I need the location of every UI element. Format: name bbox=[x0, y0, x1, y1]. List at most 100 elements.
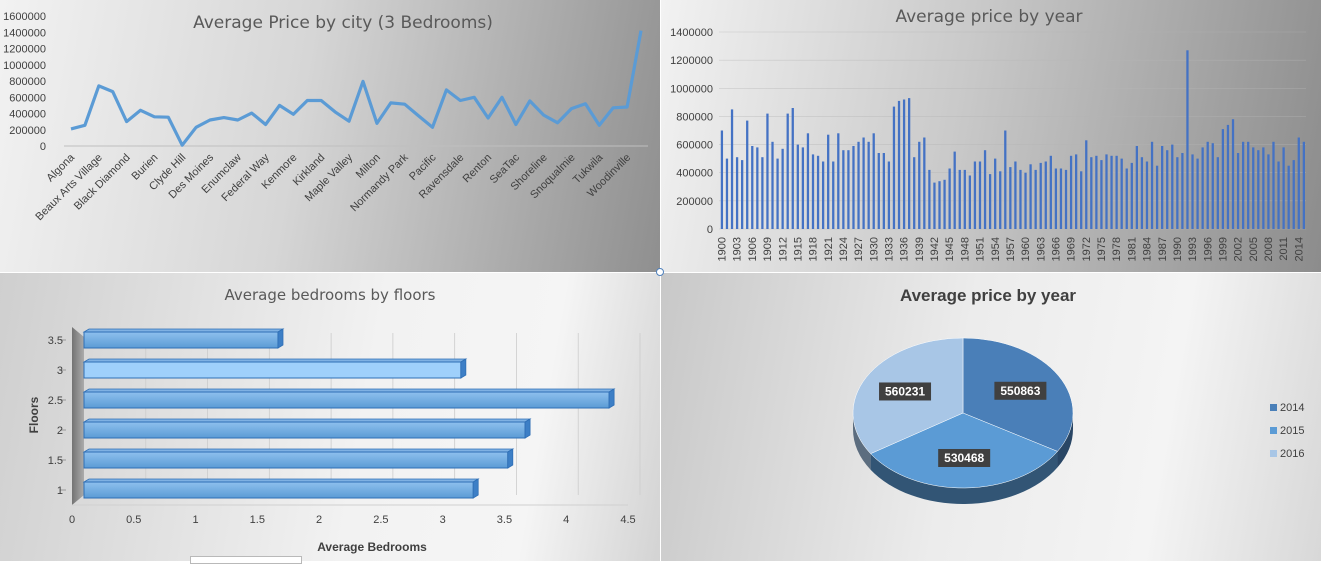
year-bar bbox=[887, 161, 891, 229]
year-bar bbox=[720, 130, 724, 229]
year-bar bbox=[1241, 141, 1245, 229]
year-bar bbox=[1166, 150, 1169, 229]
bar-chart-title: Average price by year bbox=[895, 7, 1082, 27]
pie-slice-side bbox=[853, 413, 871, 470]
year-bar bbox=[1247, 141, 1250, 229]
chart-resize-handle[interactable] bbox=[656, 268, 664, 276]
year-bar bbox=[796, 144, 799, 229]
hbar-chart-bedrooms-by-floors: Average bedrooms by floors Average Bedro… bbox=[27, 286, 641, 554]
x-tick-label: 0 bbox=[69, 514, 75, 526]
year-bar bbox=[1080, 171, 1083, 229]
year-bar bbox=[786, 113, 789, 229]
floor-bar bbox=[83, 481, 474, 499]
year-bar bbox=[1297, 137, 1300, 229]
y-tick-label: 3 bbox=[57, 365, 63, 377]
year-bar bbox=[801, 147, 805, 229]
year-bar bbox=[1009, 167, 1012, 229]
x-tick-label: 1957 bbox=[1005, 237, 1017, 261]
x-tick-label: 1906 bbox=[747, 237, 759, 261]
year-bar bbox=[766, 113, 769, 229]
year-bar bbox=[1044, 161, 1047, 229]
year-bar bbox=[999, 171, 1002, 229]
hbar-chart-panel[interactable]: Average bedrooms by floors Average Bedro… bbox=[0, 273, 660, 561]
year-bar bbox=[1231, 119, 1235, 229]
year-bar bbox=[1085, 140, 1088, 229]
x-tick-label: 2 bbox=[316, 514, 322, 526]
year-bar bbox=[771, 141, 774, 229]
year-bar bbox=[923, 137, 926, 229]
year-bar bbox=[1257, 150, 1260, 229]
bar-chart-panel[interactable]: Average price by year 0 200000 400000 60000… bbox=[661, 0, 1321, 272]
line-chart-price-by-city: Average Price by city (3 Bedrooms) 0 2000… bbox=[3, 11, 648, 223]
year-bar bbox=[811, 154, 815, 229]
year-bar bbox=[978, 161, 982, 229]
x-tick-label: 2011 bbox=[1278, 237, 1290, 261]
x-tick-label: 1990 bbox=[1172, 237, 1184, 261]
y-tick-label: 1200000 bbox=[670, 55, 713, 67]
year-bar bbox=[953, 151, 956, 229]
x-tick-label: 1981 bbox=[1126, 237, 1138, 261]
year-bar bbox=[983, 150, 987, 229]
x-tick-label: 1936 bbox=[899, 237, 911, 261]
pie-chart-panel[interactable]: Average price by year 550863 530468 560231… bbox=[661, 273, 1321, 561]
year-bar bbox=[882, 153, 885, 229]
data-label: 550863 bbox=[1000, 384, 1040, 398]
x-axis-title: Average Bedrooms bbox=[317, 540, 427, 554]
pie-slice-side bbox=[1057, 413, 1073, 468]
year-bar bbox=[862, 137, 865, 229]
data-label-box bbox=[879, 382, 932, 401]
y-tick-label: 1000000 bbox=[670, 83, 713, 95]
x-tick-label: 1933 bbox=[884, 237, 896, 261]
year-bar bbox=[973, 161, 977, 229]
year-bar bbox=[1191, 154, 1194, 229]
year-bar bbox=[1252, 147, 1255, 229]
x-tick-label: 1969 bbox=[1066, 237, 1078, 261]
year-bar bbox=[1226, 124, 1230, 229]
year-bar bbox=[1216, 157, 1219, 229]
year-bar bbox=[1105, 154, 1108, 229]
line-chart-panel[interactable]: Average Price by city (3 Bedrooms) 0 2000… bbox=[0, 0, 660, 272]
year-bar bbox=[872, 133, 875, 229]
pie-slice-side bbox=[870, 451, 1058, 504]
year-bar bbox=[781, 148, 784, 229]
x-tick-label: 1.5 bbox=[250, 514, 265, 526]
year-bar bbox=[725, 158, 729, 229]
bar-end-face bbox=[507, 448, 514, 469]
year-bar bbox=[1155, 165, 1159, 229]
y-tick-label: 2 bbox=[57, 425, 63, 437]
year-bar bbox=[963, 169, 966, 229]
year-bar bbox=[761, 157, 764, 229]
year-bar bbox=[943, 179, 946, 230]
y-tick-label: 800000 bbox=[676, 111, 713, 123]
year-bar bbox=[892, 106, 896, 229]
year-bar bbox=[1039, 162, 1042, 229]
year-bar bbox=[1120, 158, 1123, 229]
x-tick-label: 1954 bbox=[990, 237, 1002, 261]
x-tick-label: 1966 bbox=[1051, 237, 1063, 261]
year-bar bbox=[1236, 153, 1240, 229]
year-bar bbox=[1069, 155, 1073, 229]
year-bar bbox=[897, 100, 901, 230]
year-bar bbox=[816, 155, 820, 229]
x-tick-label: 1921 bbox=[823, 237, 835, 261]
year-bar bbox=[1115, 155, 1118, 229]
y-tick-label: 3.5 bbox=[48, 335, 63, 347]
year-bar bbox=[1211, 143, 1214, 229]
y-tick-label: 1400000 bbox=[670, 27, 713, 39]
year-bar bbox=[756, 147, 759, 229]
year-bar bbox=[877, 153, 880, 229]
year-bar bbox=[988, 174, 992, 229]
x-tick-label: 3.5 bbox=[497, 514, 512, 526]
x-tick-label: 1927 bbox=[853, 237, 865, 261]
year-bar bbox=[1014, 161, 1017, 229]
y-tick-label: 600000 bbox=[9, 92, 46, 104]
year-bar bbox=[1186, 50, 1189, 229]
x-tick-label: 1984 bbox=[1142, 237, 1154, 261]
year-bar bbox=[806, 133, 810, 229]
year-bar bbox=[1267, 154, 1270, 229]
year-bar bbox=[821, 161, 825, 229]
year-bar bbox=[741, 160, 744, 229]
x-tick-label: 0.5 bbox=[126, 514, 141, 526]
bar-end-face bbox=[277, 328, 284, 349]
year-bar bbox=[832, 161, 835, 229]
